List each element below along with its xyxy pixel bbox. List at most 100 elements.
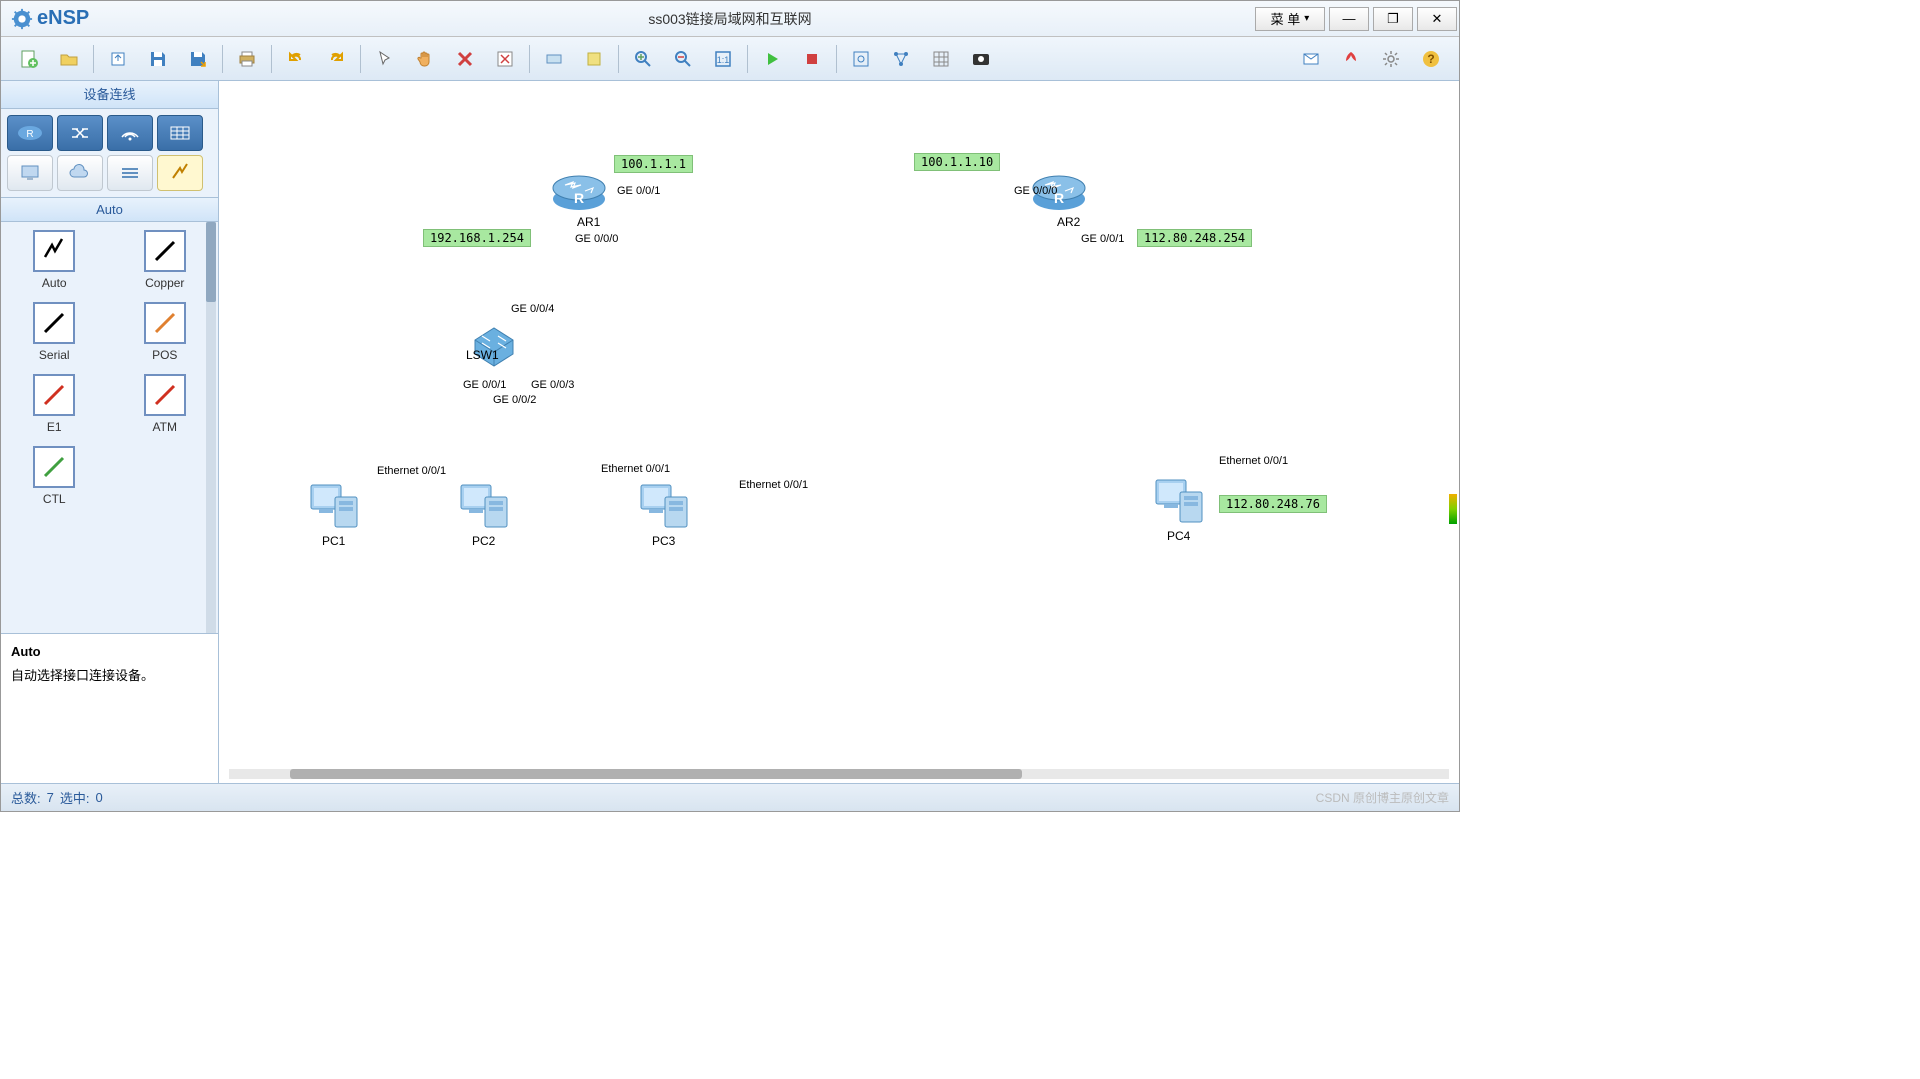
connection-palette: Auto Copper Serial POS E1 ATM CTL bbox=[1, 222, 218, 633]
start-button[interactable] bbox=[756, 43, 788, 75]
topology-canvas[interactable] bbox=[219, 81, 519, 231]
device-category-row: R bbox=[1, 109, 218, 198]
undo-button[interactable] bbox=[280, 43, 312, 75]
h-scrollbar[interactable] bbox=[229, 769, 1449, 779]
sidebar-header: 设备连线 bbox=[1, 81, 218, 109]
node-label: AR2 bbox=[1057, 215, 1080, 229]
port-label: GE 0/0/2 bbox=[493, 394, 536, 406]
minimize-button[interactable]: — bbox=[1329, 7, 1369, 31]
node-pc3[interactable] bbox=[639, 483, 689, 529]
node-label: AR1 bbox=[577, 215, 600, 229]
other-category[interactable] bbox=[107, 155, 153, 191]
text-tool[interactable] bbox=[538, 43, 570, 75]
capture-button[interactable] bbox=[845, 43, 877, 75]
port-label: GE 0/0/1 bbox=[617, 185, 660, 197]
node-pc1[interactable] bbox=[309, 483, 359, 529]
pc-category[interactable] bbox=[7, 155, 53, 191]
port-label: Ethernet 0/0/1 bbox=[1219, 455, 1288, 467]
port-label: GE 0/0/1 bbox=[463, 379, 506, 391]
grid-button[interactable] bbox=[925, 43, 957, 75]
node-pc2[interactable] bbox=[459, 483, 509, 529]
pan-tool[interactable] bbox=[409, 43, 441, 75]
palette-scrollbar[interactable] bbox=[206, 222, 216, 633]
node-ar1[interactable]: R bbox=[551, 171, 607, 211]
settings-button[interactable] bbox=[1375, 43, 1407, 75]
redo-button[interactable] bbox=[320, 43, 352, 75]
sel-value: 0 bbox=[95, 790, 102, 805]
firewall-category[interactable] bbox=[157, 115, 203, 151]
palette-item-atm[interactable]: ATM bbox=[120, 374, 211, 434]
status-bar: 总数: 7 选中: 0 CSDN 原创博主原创文章 bbox=[1, 783, 1459, 811]
palette-item-copper[interactable]: Copper bbox=[120, 230, 211, 290]
canvas-area[interactable]: RAR1RAR2LSW1PC1PC2PC3PC4100.1.1.1100.1.1… bbox=[219, 81, 1459, 783]
palette-item-pos[interactable]: POS bbox=[120, 302, 211, 362]
clear-tool[interactable] bbox=[489, 43, 521, 75]
delete-tool[interactable] bbox=[449, 43, 481, 75]
svg-text:R: R bbox=[26, 129, 33, 140]
palette-item-e1[interactable]: E1 bbox=[9, 374, 100, 434]
node-label: PC2 bbox=[472, 534, 495, 548]
palette-label: CTL bbox=[9, 492, 100, 506]
close-button[interactable]: ✕ bbox=[1417, 7, 1457, 31]
sidebar-subheader: Auto bbox=[1, 198, 218, 222]
stop-button[interactable] bbox=[796, 43, 828, 75]
palette-label: E1 bbox=[9, 420, 100, 434]
cloud-category[interactable] bbox=[57, 155, 103, 191]
print-button[interactable] bbox=[231, 43, 263, 75]
ip-label: 192.168.1.254 bbox=[423, 229, 531, 247]
node-pc4[interactable] bbox=[1154, 478, 1204, 524]
help-button[interactable]: ? bbox=[1415, 43, 1447, 75]
toolbar: 1:1 ? bbox=[1, 37, 1459, 81]
description-panel: Auto 自动选择接口连接设备。 bbox=[1, 633, 218, 783]
export-button[interactable] bbox=[102, 43, 134, 75]
palette-item-ctl[interactable]: CTL bbox=[9, 446, 100, 506]
wlan-category[interactable] bbox=[107, 115, 153, 151]
zoom-out-button[interactable] bbox=[667, 43, 699, 75]
save-as-button[interactable] bbox=[182, 43, 214, 75]
zoom-in-button[interactable] bbox=[627, 43, 659, 75]
router-category[interactable]: R bbox=[7, 115, 53, 151]
ip-label: 112.80.248.254 bbox=[1137, 229, 1252, 247]
fit-button[interactable]: 1:1 bbox=[707, 43, 739, 75]
window-controls: 菜 单▾ — ❐ ✕ bbox=[1253, 7, 1459, 31]
v-scroll-indicator bbox=[1449, 91, 1457, 763]
maximize-button[interactable]: ❐ bbox=[1373, 7, 1413, 31]
palette-label: Copper bbox=[120, 276, 211, 290]
main-area: 设备连线 R Auto AutoCopperSerialPOSE1ATMCTL … bbox=[1, 81, 1459, 783]
palette-item-auto[interactable]: Auto bbox=[9, 230, 100, 290]
note-tool[interactable] bbox=[578, 43, 610, 75]
port-label: Ethernet 0/0/1 bbox=[601, 463, 670, 475]
total-label: 总数: bbox=[11, 788, 41, 807]
huawei-button[interactable] bbox=[1335, 43, 1367, 75]
save-button[interactable] bbox=[142, 43, 174, 75]
message-button[interactable] bbox=[1295, 43, 1327, 75]
open-button[interactable] bbox=[53, 43, 85, 75]
svg-text:1:1: 1:1 bbox=[717, 55, 730, 65]
palette-item-serial[interactable]: Serial bbox=[9, 302, 100, 362]
port-label: GE 0/0/4 bbox=[511, 303, 554, 315]
switch-category[interactable] bbox=[57, 115, 103, 151]
port-label: GE 0/0/3 bbox=[531, 379, 574, 391]
port-label: Ethernet 0/0/1 bbox=[739, 479, 808, 491]
palette-icon bbox=[144, 230, 186, 272]
screenshot-button[interactable] bbox=[965, 43, 997, 75]
desc-title: Auto bbox=[11, 644, 208, 659]
port-label: GE 0/0/0 bbox=[575, 233, 618, 245]
topology-button[interactable] bbox=[885, 43, 917, 75]
node-label: PC4 bbox=[1167, 529, 1190, 543]
pointer-tool[interactable] bbox=[369, 43, 401, 75]
sel-label: 选中: bbox=[60, 788, 90, 807]
connection-category[interactable] bbox=[157, 155, 203, 191]
desc-text: 自动选择接口连接设备。 bbox=[11, 665, 208, 684]
svg-text:?: ? bbox=[1427, 52, 1434, 66]
window-title: ss003链接局域网和互联网 bbox=[648, 9, 811, 29]
node-label: PC3 bbox=[652, 534, 675, 548]
palette-icon bbox=[144, 374, 186, 416]
palette-icon bbox=[33, 374, 75, 416]
ip-label: 100.1.1.1 bbox=[614, 155, 693, 173]
palette-label: POS bbox=[120, 348, 211, 362]
new-button[interactable] bbox=[13, 43, 45, 75]
palette-label: Auto bbox=[9, 276, 100, 290]
ip-label: 112.80.248.76 bbox=[1219, 495, 1327, 513]
menu-button[interactable]: 菜 单▾ bbox=[1255, 7, 1325, 31]
